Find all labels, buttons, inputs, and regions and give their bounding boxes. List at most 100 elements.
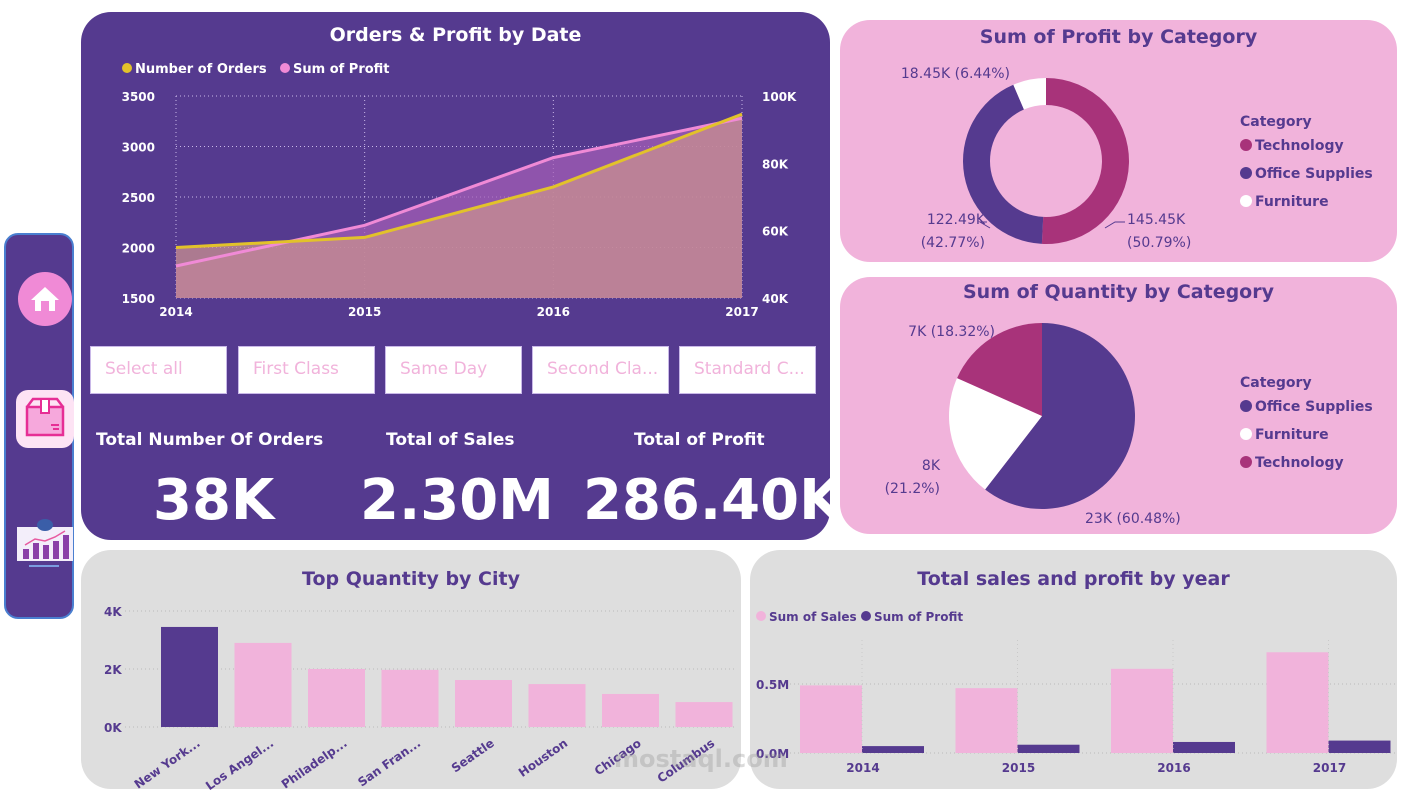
- x-tick: San Fran...: [355, 736, 423, 789]
- x-tick: Houston: [516, 736, 570, 780]
- leader-line: [978, 221, 991, 229]
- x-tick: 2017: [725, 305, 758, 319]
- slicer-standard-class[interactable]: Standard C...: [679, 346, 816, 394]
- legend-marker: [122, 63, 132, 73]
- legend-label: Sum of Profit: [293, 62, 390, 77]
- x-tick: 2015: [348, 305, 381, 319]
- y-tick-left: 3000: [122, 141, 155, 155]
- quantity-slice-office-supplies: [985, 323, 1135, 510]
- profit-slice-technology: [1041, 78, 1130, 244]
- slicer-same-day[interactable]: Same Day: [385, 346, 522, 394]
- profit-bar: [862, 746, 924, 753]
- city-bar: [161, 626, 218, 727]
- profit-line: [175, 116, 743, 268]
- x-tick: Seattle: [449, 736, 497, 775]
- legend-item: Office Supplies: [1255, 399, 1373, 415]
- legend-label: Sum of Sales: [769, 610, 857, 624]
- y-tick-left: 1500: [122, 292, 155, 306]
- slicer-select-all[interactable]: Select all: [90, 346, 227, 394]
- city-bar: [234, 642, 292, 727]
- y-tick: 0.0M: [756, 747, 789, 761]
- data-label: 7K (18.32%): [908, 324, 995, 340]
- data-label: 23K (60.48%): [1085, 511, 1181, 527]
- sidebar: [4, 233, 74, 619]
- sales-bar: [955, 688, 1018, 753]
- x-tick: 2015: [1002, 761, 1035, 775]
- sales-chart-title: Total sales and profit by year: [917, 568, 1230, 590]
- x-tick: New York...: [132, 736, 203, 792]
- legend-title: Category: [1240, 114, 1312, 130]
- kpi-profit-value: 286.40K: [583, 468, 843, 533]
- profit-bar: [1173, 741, 1235, 753]
- legend-marker: [1240, 139, 1252, 151]
- legend-marker: [756, 611, 766, 621]
- city-bar: [528, 684, 586, 727]
- y-tick-right: 40K: [762, 292, 789, 306]
- kpi-sales-value: 2.30M: [360, 468, 554, 533]
- city-bar: [675, 702, 733, 727]
- legend-item: Technology: [1255, 455, 1344, 471]
- kpi-sales-label: Total of Sales: [386, 430, 515, 450]
- data-label: (21.2%): [885, 481, 940, 497]
- analytics-chart-icon: [17, 519, 73, 567]
- x-tick: 2017: [1313, 761, 1346, 775]
- sales-bar: [1266, 652, 1329, 753]
- legend-item: Office Supplies: [1255, 166, 1373, 182]
- city-bar: [455, 680, 512, 727]
- data-label: (50.79%): [1127, 235, 1191, 251]
- y-tick-left: 3500: [122, 90, 155, 104]
- legend-item: Furniture: [1255, 427, 1329, 443]
- city-chart-title: Top Quantity by City: [302, 568, 520, 590]
- legend-item: Furniture: [1255, 194, 1329, 210]
- leader-line: [1104, 221, 1125, 229]
- legend-marker: [280, 63, 290, 73]
- data-label: 145.45K: [1127, 212, 1186, 228]
- home-icon: [18, 272, 72, 326]
- kpi-orders-value: 38K: [153, 468, 275, 533]
- home-nav-button[interactable]: [15, 269, 75, 329]
- data-label: (42.77%): [921, 235, 985, 251]
- y-tick-right: 80K: [762, 157, 789, 171]
- city-bar: [602, 693, 659, 727]
- watermark: mostaql.com: [614, 745, 788, 773]
- slicer-second-class[interactable]: Second Cla...: [532, 346, 669, 394]
- x-tick: 2014: [846, 761, 879, 775]
- y-tick-left: 2500: [122, 191, 155, 205]
- orders-line: [175, 112, 743, 249]
- legend-marker: [1240, 456, 1252, 468]
- quantity-slice-technology: [957, 323, 1042, 416]
- data-label: 8K: [922, 458, 941, 474]
- quantity-slice-furniture: [949, 378, 1042, 490]
- legend-marker: [861, 611, 871, 621]
- y-tick-right: 60K: [762, 225, 789, 239]
- city-bar: [381, 669, 439, 727]
- legend-label: Sum of Profit: [874, 610, 963, 624]
- legend-label: Number of Orders: [135, 62, 267, 77]
- x-tick: Philadelp...: [279, 736, 350, 792]
- slicer-first-class[interactable]: First Class: [238, 346, 375, 394]
- sales-bar: [800, 685, 862, 753]
- kpi-profit-label: Total of Profit: [634, 430, 765, 450]
- profit-slice-furniture: [1013, 78, 1046, 110]
- profit-slice-office-supplies: [962, 84, 1044, 244]
- profit-bar: [1017, 744, 1080, 753]
- x-tick: Los Angel...: [203, 736, 276, 792]
- legend-marker: [1240, 195, 1252, 207]
- legend-item: Technology: [1255, 138, 1344, 154]
- y-tick-left: 2000: [122, 242, 155, 256]
- data-label: 18.45K (6.44%): [901, 66, 1010, 82]
- kpi-orders-label: Total Number Of Orders: [96, 430, 324, 450]
- legend-marker: [1240, 428, 1252, 440]
- orders-chart-title: Orders & Profit by Date: [329, 24, 582, 46]
- legend-marker: [1240, 167, 1252, 179]
- analytics-nav-button[interactable]: [15, 515, 75, 575]
- legend-marker: [1240, 400, 1252, 412]
- y-tick-right: 100K: [762, 90, 797, 104]
- y-tick: 0K: [104, 721, 122, 735]
- products-nav-button[interactable]: [15, 389, 75, 449]
- x-tick: 2016: [537, 305, 570, 319]
- y-tick: 4K: [104, 605, 122, 619]
- data-label: 122.49K: [927, 212, 986, 228]
